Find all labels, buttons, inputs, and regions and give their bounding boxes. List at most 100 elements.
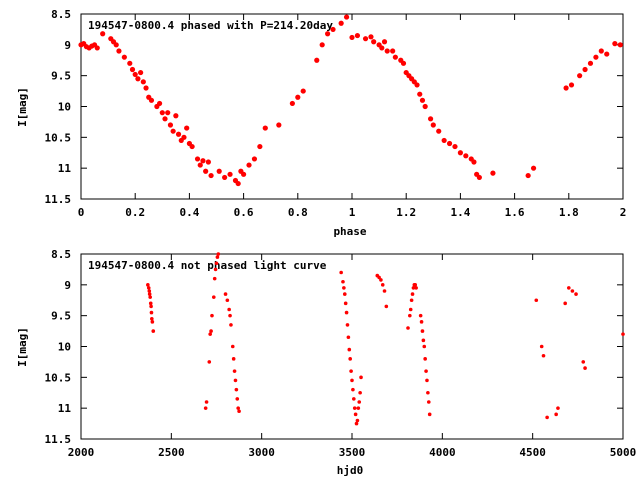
unphased-data-point xyxy=(347,347,352,352)
unphased-data-point xyxy=(208,332,212,336)
unphased-data-point xyxy=(384,304,389,309)
phased-data-point xyxy=(129,66,136,73)
unphased-data-point xyxy=(355,418,360,423)
phased-data-point xyxy=(330,26,336,33)
phased-data-point xyxy=(563,85,569,91)
y-tick-label: 10 xyxy=(58,341,71,354)
unphased-plot-x-label: hjd0 xyxy=(337,464,364,477)
unphased-data-point xyxy=(411,286,416,290)
phased-data-point xyxy=(197,162,203,168)
phased-plot-title: 194547-0800.4 phased with P=214.20day xyxy=(88,19,333,32)
unphased-data-point xyxy=(352,397,356,401)
x-tick-label: 4500 xyxy=(519,446,546,459)
unphased-data-point xyxy=(352,406,357,410)
phased-plot-x-ticks: 0 0.2 0.4 0.6 0.8 1 1.2 1.4 1.6 1.8 2 xyxy=(78,14,627,219)
phased-data-point xyxy=(121,54,127,60)
phased-data-point xyxy=(417,91,423,97)
phased-data-point xyxy=(525,172,531,179)
unphased-data-point xyxy=(232,369,237,373)
phased-data-point xyxy=(208,172,214,179)
unphased-data-point xyxy=(237,409,241,414)
unphased-data-point xyxy=(534,298,539,303)
unphased-data-point xyxy=(342,286,346,290)
y-tick-label: 10 xyxy=(58,101,71,114)
phased-data-point xyxy=(113,42,119,48)
unphased-data-point xyxy=(207,360,212,364)
phased-data-point xyxy=(257,143,263,150)
unphased-data-point xyxy=(211,295,216,299)
x-tick-label: 3500 xyxy=(339,446,366,459)
phased-data-point xyxy=(203,168,209,174)
phased-plot-points xyxy=(78,14,623,187)
phased-data-point xyxy=(349,34,355,41)
x-tick-label: 2500 xyxy=(158,446,185,459)
unphased-data-point xyxy=(339,270,343,275)
phased-data-point xyxy=(100,31,106,37)
phased-data-point xyxy=(181,134,187,140)
phased-plot-x-label: phase xyxy=(333,225,366,238)
unphased-data-point xyxy=(357,400,362,404)
unphased-data-point xyxy=(346,335,351,340)
phased-data-point xyxy=(379,45,385,51)
y-tick-label: 8.5 xyxy=(51,248,71,261)
x-tick-label: 0.8 xyxy=(288,206,308,219)
phased-data-point xyxy=(362,36,369,42)
unphased-data-point xyxy=(581,360,586,364)
unphased-data-point xyxy=(149,304,153,309)
unphased-data-point xyxy=(570,289,575,293)
unphased-data-point xyxy=(343,301,348,306)
unphased-data-point xyxy=(148,301,153,306)
phased-data-point xyxy=(194,156,201,162)
phased-data-point xyxy=(295,94,301,100)
x-tick-label: 2000 xyxy=(68,446,95,459)
phased-data-point xyxy=(604,51,610,57)
phased-data-point xyxy=(246,162,252,168)
phased-data-point xyxy=(371,39,377,45)
phased-data-point xyxy=(241,171,247,177)
y-tick-label: 11.5 xyxy=(45,433,72,446)
unphased-data-point xyxy=(227,307,231,312)
phased-data-point xyxy=(422,103,428,110)
unphased-data-point xyxy=(545,415,549,420)
x-tick-label: 0 xyxy=(78,206,85,219)
unphased-data-point xyxy=(148,295,152,299)
y-tick-label: 9 xyxy=(64,279,71,292)
phased-data-point xyxy=(262,125,268,131)
phased-data-point xyxy=(143,85,149,91)
phased-data-point xyxy=(138,69,144,76)
x-tick-label: 2 xyxy=(620,206,627,219)
unphased-data-point xyxy=(574,292,578,296)
unphased-data-point xyxy=(236,406,240,410)
unphased-data-point xyxy=(425,378,429,383)
unphased-data-point xyxy=(424,369,428,373)
phased-data-point xyxy=(167,122,174,128)
unphased-data-point xyxy=(377,275,381,280)
unphased-data-point xyxy=(234,387,239,392)
unphased-data-point xyxy=(235,397,240,401)
phased-data-point xyxy=(325,31,331,37)
phased-plot: 194547-0800.4 phased with P=214.20day ph… xyxy=(16,8,626,238)
unphased-data-point xyxy=(379,278,383,282)
phased-data-point xyxy=(457,150,463,156)
phased-data-point xyxy=(165,110,171,116)
x-tick-label: 4000 xyxy=(429,446,456,459)
unphased-data-point xyxy=(215,255,220,259)
y-tick-label: 9.5 xyxy=(51,310,71,323)
phased-data-point xyxy=(463,153,469,159)
unphased-data-point xyxy=(621,332,625,336)
phased-data-point xyxy=(612,41,618,47)
phased-plot-y-label: I[mag] xyxy=(16,87,29,127)
phased-data-point xyxy=(222,174,228,181)
x-tick-label: 1.6 xyxy=(505,206,525,219)
unphased-data-point xyxy=(554,412,558,417)
y-tick-label: 10.5 xyxy=(45,371,72,384)
y-tick-label: 10.5 xyxy=(45,131,72,144)
unphased-data-point xyxy=(418,313,423,318)
y-tick-label: 11.5 xyxy=(45,193,72,206)
unphased-data-point xyxy=(358,390,362,395)
phased-data-point xyxy=(314,57,320,63)
y-tick-label: 9.5 xyxy=(51,70,71,83)
phased-data-point xyxy=(419,97,426,103)
unphased-data-point xyxy=(345,323,350,327)
